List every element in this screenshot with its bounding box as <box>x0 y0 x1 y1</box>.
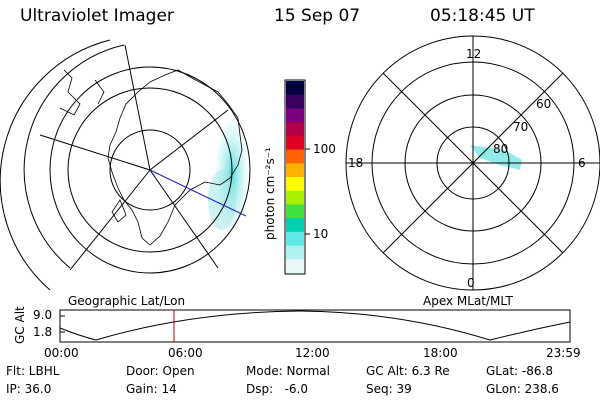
colorbar-cell <box>286 204 304 219</box>
timeline-axis-title: GC Alt <box>13 306 27 344</box>
meridian <box>149 169 219 269</box>
info-glon: GLon: 238.6 <box>486 382 559 396</box>
info-glat: GLat: -86.8 <box>486 364 553 378</box>
mlt-label-12: 12 <box>466 47 482 61</box>
x-tick-1200: 12:00 <box>295 346 330 360</box>
info-ip: IP: 36.0 <box>6 382 52 396</box>
info-gc-alt: GC Alt: 6.3 Re <box>366 364 450 378</box>
x-tick-0000: 00:00 <box>44 346 79 360</box>
coastline <box>107 69 243 246</box>
mlt-label-6: 6 <box>578 156 586 170</box>
lat-circle-outer <box>23 44 125 269</box>
date-label: 15 Sep 07 <box>274 6 361 26</box>
mlat-label-60: 60 <box>536 97 552 111</box>
orbit-timeline <box>59 309 571 343</box>
colorbar-unit-label: photon cm⁻²s⁻¹ <box>263 147 277 240</box>
colorbar <box>284 79 310 275</box>
mlat-mlt-plot <box>345 35 600 291</box>
info-dsp: Dsp: -6.0 <box>246 382 309 396</box>
meridian <box>39 134 151 171</box>
altitude-curve <box>59 310 571 341</box>
colorbar-tick-100: 100 <box>313 142 336 156</box>
colorbar-cell <box>286 122 304 137</box>
viewing-ray <box>149 169 247 217</box>
info-seq: Seq: 39 <box>366 382 412 396</box>
x-tick-2359: 23:59 <box>546 346 581 360</box>
instrument-title: Ultraviolet Imager <box>20 6 174 26</box>
colorbar-cell <box>286 245 304 260</box>
meridian <box>149 109 229 171</box>
x-tick-0600: 06:00 <box>168 346 203 360</box>
y-tick-1-8: 1.8 <box>33 325 53 339</box>
x-tick-1800: 18:00 <box>423 346 458 360</box>
info-flt: Flt: LBHL <box>6 364 60 378</box>
time-label: 05:18:45 UT <box>430 6 535 26</box>
colorbar-cell <box>286 94 304 109</box>
y-tick-9: 9.0 <box>33 308 53 322</box>
colorbar-cell <box>286 177 304 192</box>
meridian <box>69 169 151 271</box>
colorbar-cell <box>286 259 304 274</box>
mlt-label-0: 0 <box>467 276 475 290</box>
colorbar-cell <box>286 81 304 96</box>
colorbar-tick-10: 10 <box>313 227 329 241</box>
geo-caption: Geographic Lat/Lon <box>68 294 186 308</box>
mlt-label-18: 18 <box>348 156 364 170</box>
colorbar-cell <box>286 135 304 151</box>
colorbar-cell <box>286 190 304 205</box>
lat-circle-inner <box>109 129 191 211</box>
lat-circle-mid <box>67 87 233 253</box>
mlat-label-80: 80 <box>493 142 509 156</box>
mlt-caption: Apex MLat/MLT <box>423 294 513 308</box>
colorbar-cell <box>286 108 304 123</box>
info-mode: Mode: Normal <box>246 364 330 378</box>
info-door: Door: Open <box>126 364 195 378</box>
info-gain: Gain: 14 <box>126 382 177 396</box>
colorbar-cell <box>286 231 304 247</box>
colorbar-cell <box>286 163 304 178</box>
meridian <box>124 44 151 171</box>
mlat-label-70: 70 <box>513 120 529 134</box>
image-boundary <box>49 66 251 274</box>
colorbar-cell <box>286 218 304 233</box>
geographic-map <box>0 39 251 291</box>
colorbar-cell <box>286 149 304 164</box>
